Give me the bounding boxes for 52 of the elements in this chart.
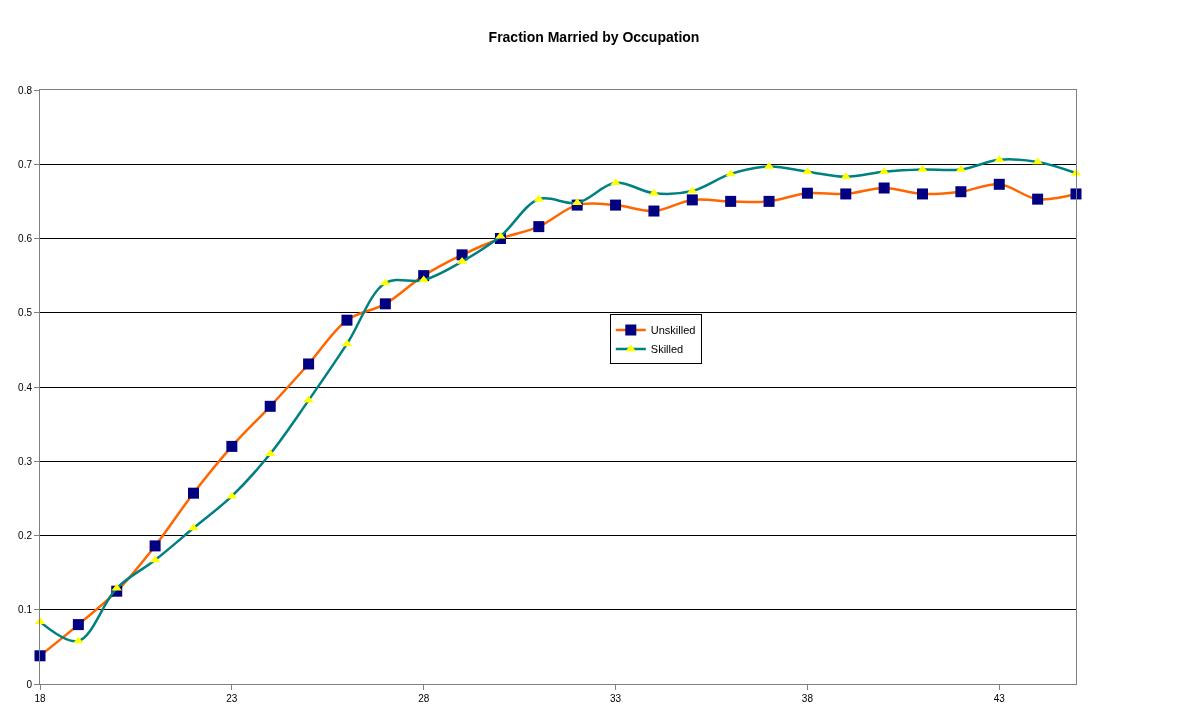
y-tick-label: 0.7 — [18, 158, 33, 170]
point — [379, 298, 391, 310]
point — [687, 186, 698, 194]
point — [917, 164, 928, 172]
point — [686, 194, 698, 206]
chart-title: Fraction Married by Occupation — [488, 29, 700, 46]
point — [34, 650, 46, 662]
x-tick-label: 18 — [34, 693, 46, 704]
x-tick-label: 38 — [801, 693, 814, 704]
point — [265, 449, 276, 457]
point — [495, 231, 506, 239]
point — [1070, 188, 1082, 200]
point — [149, 540, 161, 552]
point — [1032, 193, 1044, 205]
point — [264, 400, 276, 412]
point — [303, 395, 314, 403]
point — [878, 182, 890, 194]
point — [533, 221, 545, 233]
point — [610, 178, 621, 186]
x-tick-label: 28 — [418, 693, 430, 704]
point — [648, 205, 660, 217]
point — [955, 186, 967, 198]
point — [917, 188, 929, 200]
y-tick-label: 0.6 — [18, 233, 33, 244]
y-tick-label: 0.2 — [18, 530, 33, 541]
y-tick-label: 0.5 — [18, 307, 33, 319]
point — [840, 172, 851, 180]
point — [801, 187, 813, 199]
point — [763, 195, 775, 207]
point — [341, 314, 353, 326]
y-tick-label: 0.1 — [18, 604, 33, 616]
point — [226, 440, 238, 452]
point — [303, 358, 315, 370]
point — [725, 169, 736, 177]
legend-label: Skilled — [650, 343, 684, 356]
y-tick-label: 0 — [26, 678, 33, 690]
point — [993, 178, 1005, 190]
x-tick-label: 33 — [610, 693, 622, 704]
point — [187, 487, 199, 499]
point — [380, 278, 391, 286]
point — [73, 636, 84, 644]
x-tick-label: 23 — [226, 693, 238, 704]
x-tick-label: 43 — [993, 693, 1006, 704]
point — [610, 199, 622, 211]
point — [840, 188, 852, 200]
point — [72, 619, 84, 631]
y-tick-label: 0.4 — [18, 381, 33, 393]
y-tick-label: 0.8 — [18, 84, 33, 96]
y-tick-label: 0.3 — [18, 455, 33, 467]
point — [725, 195, 737, 207]
legend-label: Unskilled — [650, 324, 696, 337]
point — [994, 155, 1005, 163]
